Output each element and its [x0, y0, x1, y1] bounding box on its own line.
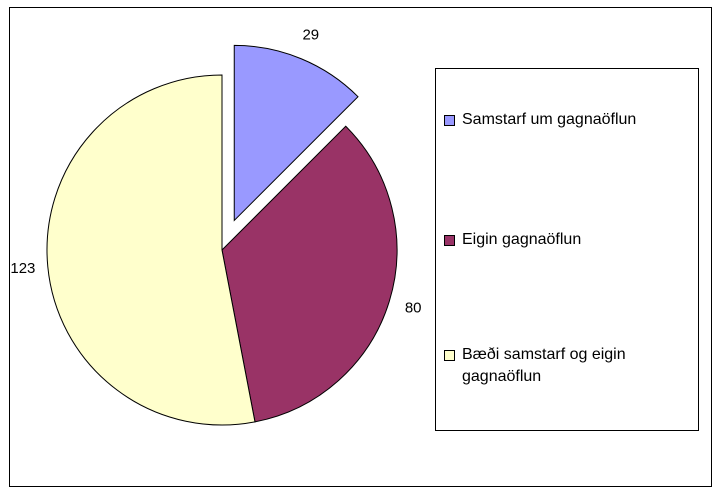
- legend-swatch: [444, 115, 455, 126]
- pie-slice: [233, 44, 359, 222]
- legend-label: Bæði samstarf og eigin gagnaöflun: [462, 346, 626, 385]
- legend-item: Bæði samstarf og eigin gagnaöflun: [444, 344, 694, 388]
- pie-slice: [221, 125, 398, 423]
- data-label: 80: [405, 300, 422, 317]
- data-label: 29: [302, 27, 319, 44]
- legend-item: Eigin gagnaöflun: [444, 229, 694, 251]
- pie-slice: [46, 74, 256, 426]
- legend-swatch: [444, 235, 455, 246]
- data-label: 123: [10, 260, 35, 277]
- legend: Samstarf um gagnaöflun Eigin gagnaöflun Bæ…: [435, 68, 699, 431]
- legend-label: Samstarf um gagnaöflun: [462, 111, 637, 128]
- legend-swatch: [444, 350, 455, 361]
- legend-item: Samstarf um gagnaöflun: [444, 109, 694, 131]
- legend-label: Eigin gagnaöflun: [462, 231, 582, 248]
